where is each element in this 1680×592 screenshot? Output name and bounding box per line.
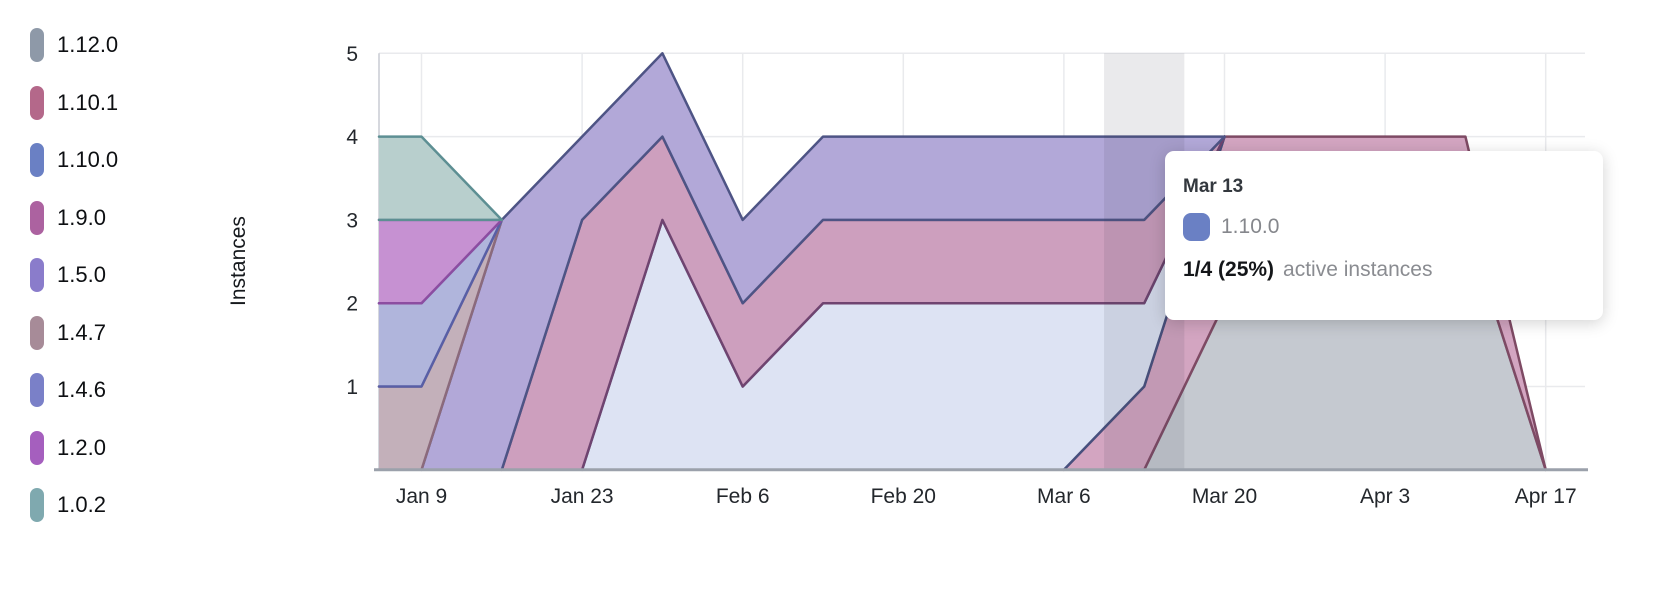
legend-item-1.4.6[interactable]: 1.4.6	[30, 373, 118, 407]
legend-item-1.9.0[interactable]: 1.9.0	[30, 200, 118, 235]
legend-label: 1.2.0	[57, 434, 106, 460]
legend-swatch-icon	[30, 200, 44, 235]
area-border-1.5.0-top	[420, 52, 1226, 472]
area-border-1.4.6-bottom	[377, 218, 504, 388]
y-tick-label: 2	[346, 293, 358, 316]
tooltip-value-label: active instances	[1283, 258, 1433, 281]
legend-item-1.12.0[interactable]: 1.12.0	[30, 28, 118, 62]
area-border-1.5.0-bottom	[420, 135, 1226, 472]
legend-label: 1.0.2	[57, 492, 106, 517]
tooltip-value: 1/4 (25%)	[1183, 258, 1275, 281]
y-tick-label: 5	[346, 43, 358, 66]
legend-item-1.10.1[interactable]: 1.10.1	[30, 85, 119, 120]
chart-tooltip: Mar 13 1.10.0 1/4 (25%) active instances	[1165, 151, 1603, 320]
legend-item-1.0.2[interactable]: 1.0.2	[30, 488, 118, 522]
legend-label: 1.10.1	[57, 89, 119, 115]
legend-swatch-icon	[30, 258, 44, 292]
legend-item-1.2.0[interactable]: 1.2.0	[30, 430, 118, 465]
legend-item-1.4.7[interactable]: 1.4.7	[30, 315, 118, 350]
legend-swatch-icon	[30, 315, 44, 350]
x-tick-label: Jan 23	[551, 485, 614, 508]
x-tick-label: Jan 9	[396, 485, 447, 508]
x-tick-label: Feb 6	[716, 485, 770, 508]
legend-swatch-icon	[30, 430, 44, 465]
legend-item-1.5.0[interactable]: 1.5.0	[30, 258, 118, 292]
legend-label: 1.4.7	[57, 319, 106, 345]
legend-swatch-icon	[30, 143, 44, 177]
y-tick-label: 1	[346, 376, 358, 399]
legend-swatch-icon	[30, 373, 44, 407]
x-tick-label: Mar 20	[1192, 485, 1257, 508]
x-tick-label: Mar 6	[1037, 485, 1091, 508]
area-border-1.2.0-bottom	[377, 218, 504, 305]
legend-swatch-icon	[30, 488, 44, 522]
tooltip-series-name: 1.10.0	[1221, 215, 1280, 238]
legend-item-1.10.0[interactable]: 1.10.0	[30, 143, 118, 177]
y-tick-label: 4	[346, 126, 358, 149]
tooltip-date: Mar 13	[1183, 176, 1244, 197]
y-tick-label: 3	[346, 209, 358, 232]
chart-legend: 1.12.0 1.10.1 1.10.0 1.9.0 1.5.0 1.4.7 1.4.6 1.…	[30, 28, 118, 546]
series-color-swatch	[1183, 213, 1210, 241]
legend-swatch-icon	[30, 85, 44, 120]
area-border-1.0.2-top	[377, 135, 504, 222]
x-tick-label: Apr 17	[1515, 485, 1577, 508]
legend-swatch-icon	[30, 28, 44, 62]
x-tick-label: Apr 3	[1360, 485, 1410, 508]
y-axis-title: Instances	[227, 216, 250, 306]
x-tick-label: Feb 20	[871, 485, 936, 508]
legend-label: 1.5.0	[57, 262, 106, 287]
legend-label: 1.9.0	[57, 204, 106, 230]
legend-label: 1.12.0	[57, 32, 119, 57]
area-border-1.9.0-bottom	[500, 135, 1226, 472]
legend-label: 1.4.6	[57, 377, 106, 402]
legend-label: 1.10.0	[57, 147, 119, 172]
